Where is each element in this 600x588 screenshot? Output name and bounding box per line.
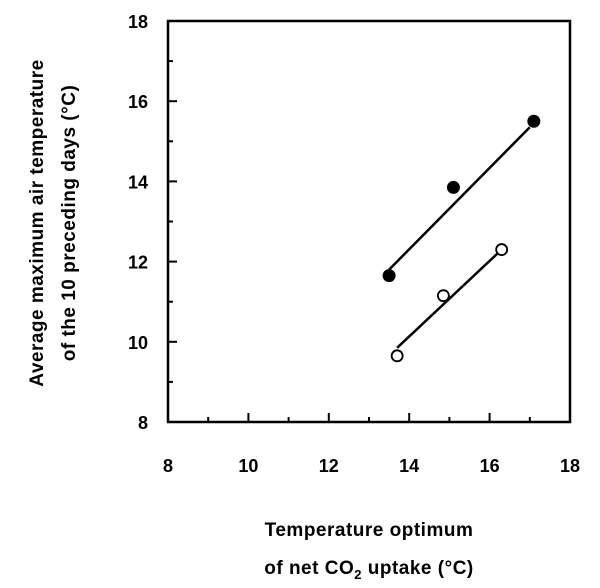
x-axis-title-line2-subscript: 2 xyxy=(354,567,362,582)
filled-point xyxy=(527,114,541,128)
y-tick-label: 8 xyxy=(138,413,148,433)
fit-lines xyxy=(388,126,531,349)
axis-tick-labels: 8 10 12 14 16 18 8 10 12 14 16 18 xyxy=(128,12,580,476)
open-point xyxy=(436,289,450,303)
x-axis-title-line2: of net CO2 uptake (°C) xyxy=(264,558,474,582)
x-tick-label: 8 xyxy=(163,456,173,476)
x-tick-label: 12 xyxy=(319,456,339,476)
fit-line-2 xyxy=(396,248,503,349)
y-axis-title-line2: of the 10 preceding days (°C) xyxy=(59,85,80,362)
y-tick-label: 16 xyxy=(128,92,148,112)
x-axis-title-line2-prefix: of net CO xyxy=(264,558,354,579)
open-point xyxy=(495,243,509,256)
open-point xyxy=(390,349,404,363)
y-tick-label: 14 xyxy=(128,172,148,192)
filled-point xyxy=(446,180,460,194)
y-axis-title-line1: Average maximum air temperature xyxy=(27,59,48,386)
x-tick-label: 10 xyxy=(238,456,258,476)
x-axis-title-line1: Temperature optimum xyxy=(265,520,474,541)
data-points xyxy=(382,114,541,363)
fit-line-1 xyxy=(388,126,531,271)
y-tick-label: 10 xyxy=(128,333,148,353)
x-tick-label: 16 xyxy=(480,456,500,476)
y-tick-label: 12 xyxy=(128,253,148,273)
axis-ticks xyxy=(167,20,571,423)
y-tick-label: 18 xyxy=(128,12,148,32)
plot-frame xyxy=(166,19,572,424)
filled-point xyxy=(382,269,396,283)
x-axis-title-line2-suffix: uptake (°C) xyxy=(362,558,474,579)
x-tick-label: 14 xyxy=(399,456,419,476)
x-tick-label: 18 xyxy=(560,456,580,476)
